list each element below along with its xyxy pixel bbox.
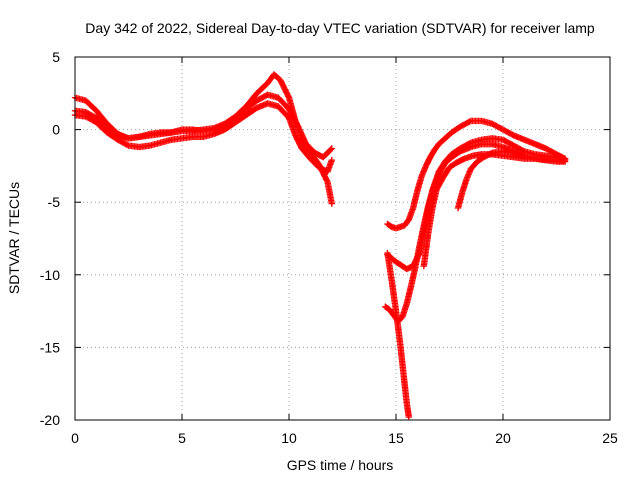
y-tick-label: 5 <box>52 49 60 65</box>
plot-frame <box>74 56 611 421</box>
data-point <box>285 93 292 100</box>
y-tick-label: -10 <box>40 267 60 283</box>
data-points-layer <box>71 71 569 421</box>
y-tick-label: -15 <box>40 339 60 355</box>
series-track-3 <box>71 100 335 175</box>
x-tick-label: 0 <box>71 430 79 446</box>
series-track-9 <box>454 148 528 212</box>
x-tick-label: 15 <box>388 430 404 446</box>
data-point <box>323 177 331 184</box>
data-point <box>296 126 303 133</box>
data-point <box>405 413 413 421</box>
y-tick-labels: -20 -15 -10 -5 0 5 <box>40 49 60 428</box>
y-tick-label: 0 <box>52 122 60 138</box>
data-point <box>328 145 335 152</box>
x-tick-label: 25 <box>602 430 618 446</box>
chart-title: Day 342 of 2022, Sidereal Day-to-day VTE… <box>85 20 595 36</box>
data-point <box>328 200 335 207</box>
y-tick-label: -5 <box>48 194 61 210</box>
x-tick-labels: 0 5 10 15 20 25 <box>71 430 618 446</box>
x-axis-label: GPS time / hours <box>287 457 394 473</box>
data-point <box>297 129 305 136</box>
x-tick-label: 5 <box>178 430 186 446</box>
data-point <box>296 127 304 135</box>
data-point <box>561 156 569 164</box>
x-tick-label: 20 <box>495 430 511 446</box>
y-tick-label: -20 <box>40 412 60 428</box>
data-point <box>123 141 131 149</box>
data-point <box>295 124 303 132</box>
series-track-4 <box>384 117 569 232</box>
data-point <box>301 138 309 145</box>
y-axis-label: SDTVAR / TECUs <box>6 182 22 294</box>
data-point <box>328 156 335 164</box>
ticks-layer <box>74 56 611 421</box>
x-tick-label: 10 <box>281 430 297 446</box>
data-point <box>295 123 302 130</box>
data-point <box>300 135 307 142</box>
data-point <box>466 118 473 125</box>
series-track-8 <box>420 151 569 270</box>
data-point <box>299 133 307 141</box>
series-track-7 <box>384 249 413 421</box>
data-point <box>294 122 301 129</box>
data-point <box>298 132 306 139</box>
data-point <box>300 136 308 143</box>
data-point <box>327 146 334 153</box>
data-point <box>298 130 305 138</box>
data-point <box>521 152 528 159</box>
